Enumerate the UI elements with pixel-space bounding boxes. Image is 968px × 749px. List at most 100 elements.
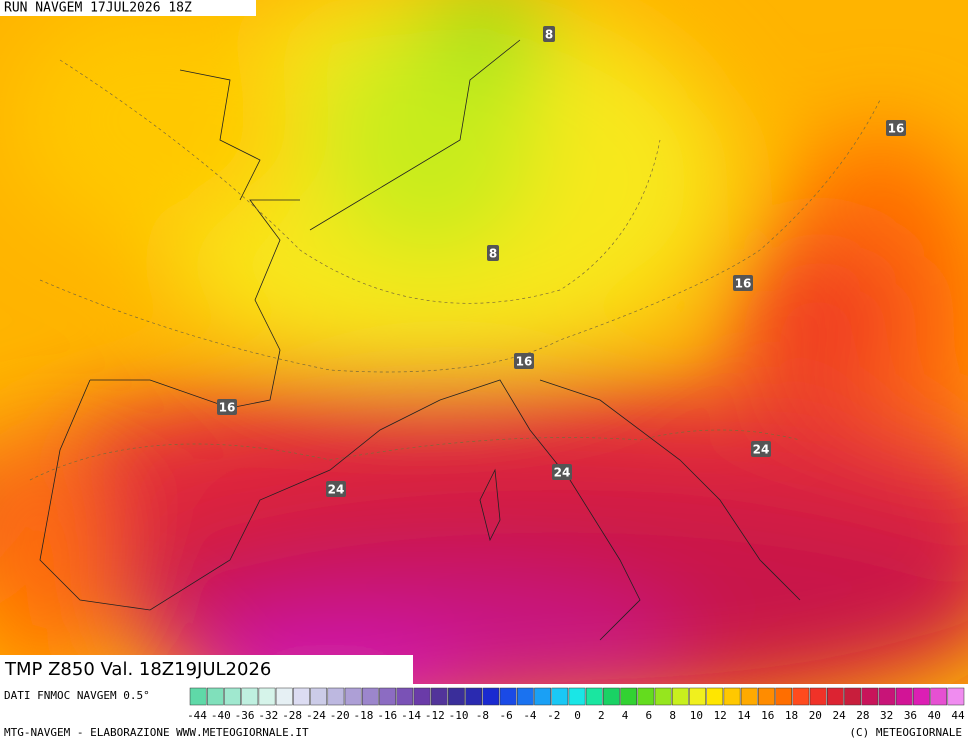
- contour-label-box: [326, 481, 346, 497]
- coastlines: [39, 39, 801, 641]
- footer-left: MTG-NAVGEM - ELABORAZIONE WWW.METEOGIORN…: [4, 726, 309, 739]
- legend-swatch: [327, 687, 345, 706]
- legend-swatch: [430, 687, 448, 706]
- legend-label: 12: [714, 709, 727, 722]
- contour-label: 24: [328, 483, 345, 497]
- legend-swatch: [930, 687, 948, 706]
- legend-swatch: [775, 687, 793, 706]
- legend-swatch: [396, 687, 414, 706]
- contour-label-box: [733, 275, 753, 291]
- legend-label: 18: [785, 709, 798, 722]
- legend-swatch: [568, 687, 586, 706]
- legend-swatch: [413, 687, 431, 706]
- legend-label: 40: [928, 709, 941, 722]
- contour-label-box: [552, 464, 572, 480]
- legend-swatch: [448, 687, 465, 706]
- legend-label: -16: [377, 709, 397, 722]
- legend-swatch: [275, 687, 293, 706]
- legend-swatch: [465, 687, 483, 706]
- contour-label: 24: [554, 466, 571, 480]
- legend-label: 4: [622, 709, 629, 722]
- caption-title: TMP Z850 Val. 18Z19JUL2026: [4, 659, 271, 680]
- legend-swatch: [379, 687, 396, 706]
- legend-swatch: [344, 687, 362, 706]
- legend-swatch: [671, 687, 689, 706]
- legend-swatch: [758, 687, 775, 706]
- legend-label: -18: [354, 709, 374, 722]
- legend-swatch: [792, 687, 810, 706]
- legend-label: 20: [809, 709, 822, 722]
- legend-label: -28: [282, 709, 302, 722]
- legend-swatch: [224, 687, 241, 706]
- legend-swatch: [361, 687, 379, 706]
- contour-label-box: [487, 245, 499, 261]
- legend-label: -8: [476, 709, 489, 722]
- legend-swatch: [706, 687, 724, 706]
- legend-swatch: [603, 687, 620, 706]
- contour-label: 8: [545, 28, 553, 42]
- header-box: [0, 0, 256, 16]
- legend-label: -32: [258, 709, 278, 722]
- legend-label: 44: [951, 709, 965, 722]
- legend-label: 24: [832, 709, 846, 722]
- legend-label: -36: [235, 709, 255, 722]
- caption-box: [0, 655, 413, 684]
- contour-label: 16: [735, 277, 752, 291]
- legend-label: -2: [547, 709, 560, 722]
- legend-label: 16: [761, 709, 774, 722]
- legend-swatch: [482, 687, 500, 706]
- contour-label-box: [514, 353, 534, 369]
- legend-swatch: [534, 687, 551, 706]
- data-source: DATI FNMOC NAVGEM 0.5°: [4, 689, 150, 702]
- legend-swatch: [878, 687, 896, 706]
- legend-label: -4: [523, 709, 537, 722]
- legend-label: -44: [187, 709, 207, 722]
- legend-label: -10: [449, 709, 469, 722]
- legend-swatch: [206, 687, 224, 706]
- legend-label: 8: [669, 709, 676, 722]
- legend-swatch: [189, 687, 207, 706]
- contour-label-box: [751, 441, 771, 457]
- legend-label: -24: [306, 709, 326, 722]
- legend-swatch: [826, 687, 844, 706]
- legend-swatch: [654, 687, 672, 706]
- color-legend: -44 -40 -36 -32 -28 -24 -20 -18 -16 -14 -12 -10 -8 -6…: [187, 687, 965, 722]
- legend-swatch: [861, 687, 879, 706]
- legend-swatch: [637, 687, 655, 706]
- legend-swatch: [585, 687, 603, 706]
- contour-label: 16: [219, 401, 236, 415]
- legend-swatch: [499, 687, 517, 706]
- legend-label: -14: [401, 709, 421, 722]
- legend-swatch: [913, 687, 930, 706]
- legend-swatch: [723, 687, 741, 706]
- contour-label: 16: [516, 355, 533, 369]
- legend-label: 10: [690, 709, 703, 722]
- legend-label: 2: [598, 709, 605, 722]
- footer-right: (C) METEOGIORNALE: [849, 726, 962, 739]
- legend-swatch: [947, 687, 965, 706]
- contour-label: 24: [753, 443, 770, 457]
- legend-label: 32: [880, 709, 893, 722]
- contour-label: 16: [888, 122, 905, 136]
- contour-label-box: [217, 399, 237, 415]
- legend-swatch: [620, 687, 638, 706]
- contour-label-box: [886, 120, 906, 136]
- legend-label: -12: [425, 709, 445, 722]
- legend-swatch: [740, 687, 758, 706]
- legend-swatch: [895, 687, 913, 706]
- legend-swatch: [241, 687, 259, 706]
- legend-label: -40: [211, 709, 231, 722]
- contour-labels: 8 16 8 16 16 16 24 24 24: [217, 26, 906, 497]
- legend-swatch: [689, 687, 706, 706]
- legend-label: -20: [330, 709, 350, 722]
- isotherms: [29, 59, 881, 481]
- legend-swatch: [310, 687, 328, 706]
- legend-label: -6: [500, 709, 513, 722]
- legend-label: 6: [646, 709, 653, 722]
- contour-label: 8: [489, 247, 497, 261]
- legend-label: 0: [574, 709, 581, 722]
- run-label: RUN NAVGEM 17JUL2026 18Z: [4, 1, 192, 16]
- legend-swatch: [844, 687, 861, 706]
